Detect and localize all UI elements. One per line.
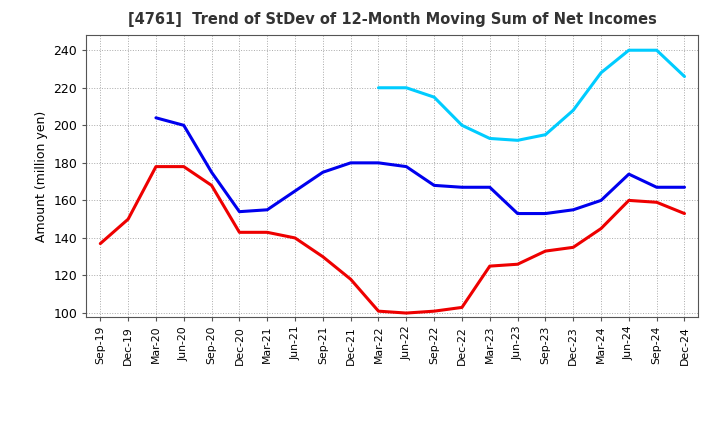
3 Years [458,305,467,310]
3 Years [374,308,383,314]
Y-axis label: Amount (million yen): Amount (million yen) [35,110,48,242]
5 Years [291,188,300,194]
5 Years [374,160,383,165]
3 Years [235,230,243,235]
3 Years [318,254,327,259]
3 Years [179,164,188,169]
5 Years [235,209,243,214]
3 Years [96,241,104,246]
5 Years [680,185,689,190]
5 Years [207,169,216,175]
5 Years [346,160,355,165]
7 Years [680,74,689,79]
3 Years [207,183,216,188]
5 Years [513,211,522,216]
Line: 5 Years: 5 Years [156,118,685,213]
3 Years [513,262,522,267]
5 Years [430,183,438,188]
3 Years [263,230,271,235]
3 Years [430,308,438,314]
7 Years [541,132,550,137]
3 Years [597,226,606,231]
7 Years [513,138,522,143]
5 Years [597,198,606,203]
7 Years [374,85,383,90]
3 Years [152,164,161,169]
5 Years [318,169,327,175]
7 Years [597,70,606,75]
7 Years [569,108,577,113]
3 Years [624,198,633,203]
3 Years [124,216,132,222]
3 Years [680,211,689,216]
3 Years [402,310,410,315]
3 Years [485,264,494,269]
5 Years [458,185,467,190]
5 Years [152,115,161,121]
3 Years [346,277,355,282]
3 Years [291,235,300,241]
3 Years [652,200,661,205]
Title: [4761]  Trend of StDev of 12-Month Moving Sum of Net Incomes: [4761] Trend of StDev of 12-Month Moving… [128,12,657,27]
Line: 3 Years: 3 Years [100,167,685,313]
7 Years [624,48,633,53]
7 Years [430,95,438,100]
7 Years [458,123,467,128]
3 Years [541,249,550,254]
5 Years [624,172,633,177]
5 Years [569,207,577,213]
5 Years [402,164,410,169]
7 Years [402,85,410,90]
5 Years [652,185,661,190]
Line: 7 Years: 7 Years [379,50,685,140]
7 Years [485,136,494,141]
5 Years [485,185,494,190]
5 Years [541,211,550,216]
5 Years [179,123,188,128]
7 Years [652,48,661,53]
5 Years [263,207,271,213]
3 Years [569,245,577,250]
